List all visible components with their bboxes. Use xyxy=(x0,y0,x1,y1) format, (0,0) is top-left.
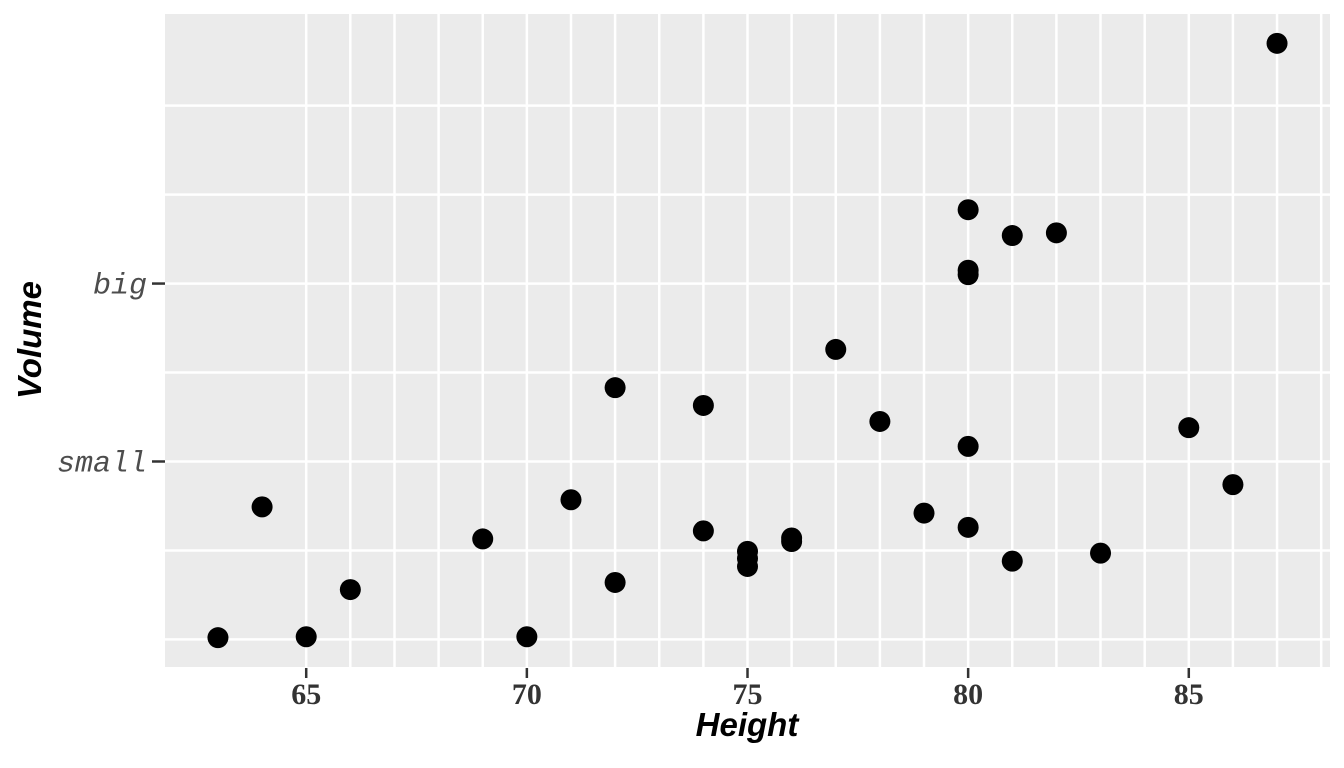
data-point xyxy=(781,527,803,549)
data-point xyxy=(957,264,979,286)
y-tick-label: big xyxy=(93,270,147,304)
data-point xyxy=(604,377,626,399)
y-axis-title: Volume xyxy=(11,281,48,399)
x-tick-label: 80 xyxy=(953,678,983,711)
data-point xyxy=(1178,417,1200,439)
data-point xyxy=(692,520,714,542)
data-point xyxy=(1222,474,1244,496)
data-point xyxy=(737,547,758,569)
data-point xyxy=(1045,222,1067,244)
data-point xyxy=(560,489,582,511)
data-point xyxy=(251,496,273,518)
data-point xyxy=(1001,225,1023,247)
y-tick-label: small xyxy=(57,447,147,481)
data-point xyxy=(207,627,229,649)
data-point xyxy=(1266,32,1288,54)
x-tick-label: 85 xyxy=(1174,678,1204,711)
x-axis-title: Height xyxy=(695,706,799,743)
data-point xyxy=(913,502,935,524)
data-point xyxy=(957,516,979,538)
data-point xyxy=(692,394,714,416)
data-point xyxy=(472,528,494,550)
data-point xyxy=(604,571,626,593)
data-point xyxy=(1090,542,1112,564)
x-tick-label: 65 xyxy=(291,678,321,711)
data-point xyxy=(957,435,979,457)
data-point xyxy=(869,410,891,432)
data-point xyxy=(957,199,979,221)
x-tick-label: 70 xyxy=(512,678,542,711)
x-tick-label: 75 xyxy=(733,678,763,711)
data-point xyxy=(516,626,538,648)
data-point xyxy=(295,626,317,648)
data-point xyxy=(1001,550,1023,572)
data-point xyxy=(339,579,361,601)
data-point xyxy=(825,338,847,360)
